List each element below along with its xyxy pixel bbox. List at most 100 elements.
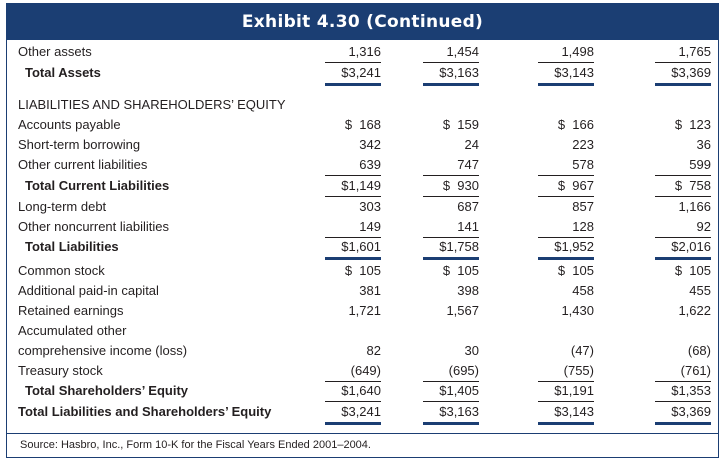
- row-label: Other current liabilities: [18, 157, 148, 172]
- value-cell: 687: [457, 199, 479, 214]
- table-row-other-current-liabilities: Other current liabilities 639 747 578 59…: [7, 155, 718, 176]
- value-cell: $1,149: [325, 176, 381, 197]
- table-row-comprehensive-income: comprehensive income (loss) 82 30 (47) (…: [7, 341, 718, 361]
- value-cell: $3,143: [538, 402, 594, 425]
- value-cell: $ 123: [674, 117, 711, 132]
- value-cell: $1,601: [325, 237, 381, 260]
- value-cell: 458: [572, 283, 594, 298]
- value-cell: 398: [457, 283, 479, 298]
- table-row-short-term-borrowing: Short-term borrowing 342 24 223 36: [7, 135, 718, 155]
- section-label: LIABILITIES AND SHAREHOLDERS’ EQUITY: [18, 97, 286, 112]
- row-label: Total Current Liabilities: [25, 178, 170, 193]
- table-row-retained-earnings: Retained earnings 1,721 1,567 1,430 1,62…: [7, 301, 718, 321]
- value-cell: $1,191: [538, 381, 594, 402]
- value-cell: $ 105: [674, 263, 711, 278]
- value-cell: $ 168: [344, 117, 381, 132]
- table-row-total-assets: Total Assets $3,241 $3,163 $3,143 $3,369: [7, 63, 718, 86]
- table-row-total-shareholders-equity: Total Shareholders’ Equity $1,640 $1,405…: [7, 381, 718, 402]
- table-row-common-stock: Common stock $ 105 $ 105 $ 105 $ 105: [7, 261, 718, 281]
- exhibit-title: Exhibit 4.30 (Continued): [7, 4, 718, 40]
- value-cell: (761): [655, 361, 711, 382]
- value-cell: 1,765: [655, 42, 711, 63]
- value-cell: $3,143: [538, 63, 594, 86]
- row-label: Total Shareholders’ Equity: [25, 383, 189, 398]
- value-cell: $ 166: [557, 117, 594, 132]
- table-row-total-liabilities-and-equity: Total Liabilities and Shareholders’ Equi…: [7, 402, 718, 425]
- value-cell: $ 758: [655, 176, 711, 197]
- value-cell: 223: [572, 137, 594, 152]
- value-cell: 30: [464, 343, 479, 358]
- value-cell: $ 159: [442, 117, 479, 132]
- value-cell: $3,241: [325, 63, 381, 86]
- table-row-additional-paid-in-capital: Additional paid-in capital 381 398 458 4…: [7, 281, 718, 301]
- value-cell: 1,430: [561, 303, 594, 318]
- value-cell: $3,369: [655, 63, 711, 86]
- row-label: Common stock: [18, 263, 105, 278]
- value-cell: $ 105: [442, 263, 479, 278]
- table-row-other-assets: Other assets 1,316 1,454 1,498 1,765: [7, 42, 718, 63]
- row-label: Long-term debt: [18, 199, 107, 214]
- value-cell: (649): [325, 361, 381, 382]
- table-row-other-noncurrent-liabilities: Other noncurrent liabilities 149 141 128…: [7, 217, 718, 238]
- value-cell: 303: [359, 199, 381, 214]
- row-label: Total Assets: [25, 65, 101, 80]
- value-cell: $1,952: [538, 237, 594, 260]
- value-cell: 141: [423, 217, 479, 238]
- table-row-long-term-debt: Long-term debt 303 687 857 1,166: [7, 197, 718, 217]
- table-row-accounts-payable: Accounts payable $ 168 $ 159 $ 166 $ 123: [7, 115, 718, 135]
- value-cell: 24: [464, 137, 479, 152]
- value-cell: (755): [538, 361, 594, 382]
- row-label: comprehensive income (loss): [18, 343, 188, 358]
- value-cell: 82: [366, 343, 381, 358]
- value-cell: 639: [325, 155, 381, 176]
- row-label: Other noncurrent liabilities: [18, 219, 170, 234]
- row-label: Additional paid-in capital: [18, 283, 159, 298]
- value-cell: $ 105: [344, 263, 381, 278]
- value-cell: 342: [359, 137, 381, 152]
- value-cell: $1,405: [423, 381, 479, 402]
- value-cell: 36: [696, 137, 711, 152]
- value-cell: $ 967: [538, 176, 594, 197]
- value-cell: 1,721: [348, 303, 381, 318]
- value-cell: $1,353: [655, 381, 711, 402]
- value-cell: $3,163: [423, 63, 479, 86]
- value-cell: (695): [423, 361, 479, 382]
- exhibit-frame: Exhibit 4.30 (Continued) Other assets 1,…: [6, 3, 719, 458]
- value-cell: 128: [538, 217, 594, 238]
- value-cell: 455: [689, 283, 711, 298]
- table-row-total-liabilities: Total Liabilities $1,601 $1,758 $1,952 $…: [7, 237, 718, 260]
- row-label: Other assets: [18, 44, 92, 59]
- value-cell: $ 105: [557, 263, 594, 278]
- row-label: Accounts payable: [18, 117, 121, 132]
- value-cell: 1,316: [325, 42, 381, 63]
- value-cell: $ 930: [423, 176, 479, 197]
- value-cell: 1,498: [538, 42, 594, 63]
- row-label: Short-term borrowing: [18, 137, 141, 152]
- row-label: Retained earnings: [18, 303, 124, 318]
- table-row-treasury-stock: Treasury stock (649) (695) (755) (761): [7, 361, 718, 382]
- value-cell: 92: [655, 217, 711, 238]
- value-cell: $2,016: [655, 237, 711, 260]
- table-row-total-current-liabilities: Total Current Liabilities $1,149 $ 930 $…: [7, 176, 718, 197]
- value-cell: (47): [570, 343, 594, 358]
- value-cell: 1,166: [678, 199, 711, 214]
- row-label: Total Liabilities: [25, 239, 119, 254]
- row-label: Accumulated other: [18, 323, 127, 338]
- row-label: Treasury stock: [18, 363, 103, 378]
- value-cell: $3,241: [325, 402, 381, 425]
- value-cell: 599: [655, 155, 711, 176]
- value-cell: 1,454: [423, 42, 479, 63]
- value-cell: 1,622: [678, 303, 711, 318]
- value-cell: 381: [359, 283, 381, 298]
- value-cell: $3,163: [423, 402, 479, 425]
- table-row-accumulated-other: Accumulated other: [7, 321, 718, 341]
- balance-sheet-table: Other assets 1,316 1,454 1,498 1,765 Tot…: [7, 40, 718, 435]
- value-cell: 747: [423, 155, 479, 176]
- value-cell: $1,758: [423, 237, 479, 260]
- value-cell: $3,369: [655, 402, 711, 425]
- source-note: Source: Hasbro, Inc., Form 10-K for the …: [7, 433, 718, 457]
- value-cell: $1,640: [325, 381, 381, 402]
- row-label: Total Liabilities and Shareholders’ Equi…: [18, 404, 272, 419]
- value-cell: 1,567: [446, 303, 479, 318]
- value-cell: (68): [687, 343, 711, 358]
